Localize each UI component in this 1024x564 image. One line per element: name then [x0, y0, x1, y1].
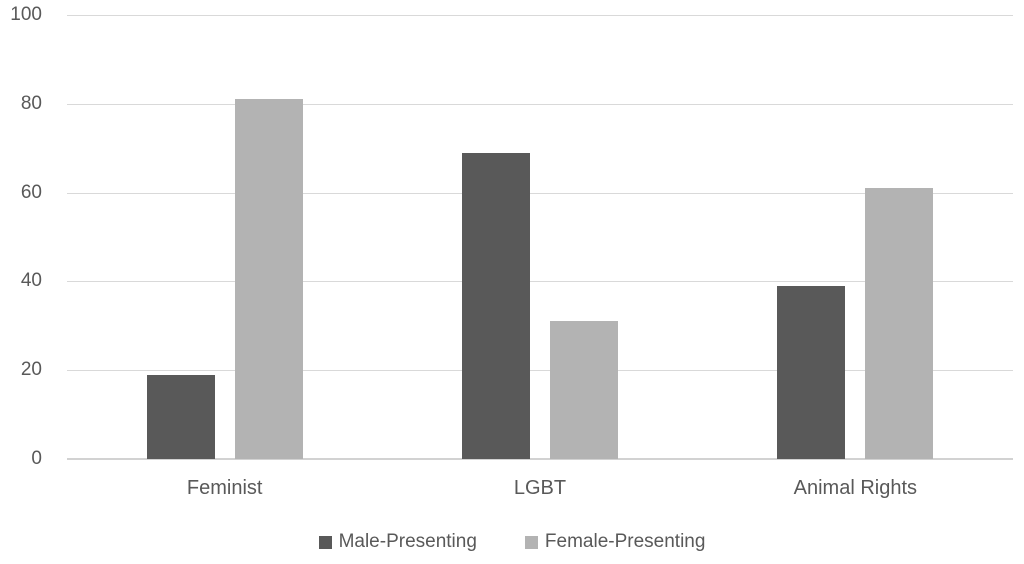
- y-tick-label: 40: [20, 270, 42, 292]
- y-axis: 0 20 40 60 80 100: [0, 4, 42, 469]
- bar-female-presenting: [234, 99, 303, 459]
- gridline: [67, 281, 1013, 283]
- x-category-label: Animal Rights: [793, 477, 918, 499]
- bar-female-presenting: [865, 188, 934, 459]
- gridline: [67, 192, 1013, 194]
- bar-male-presenting: [777, 285, 846, 459]
- gridline: [67, 370, 1013, 372]
- y-tick-label: 80: [20, 92, 42, 114]
- legend-item-male-presenting: Male-Presenting: [318, 531, 477, 553]
- y-tick-label: 0: [31, 448, 42, 469]
- legend-swatch-icon: [318, 535, 332, 549]
- legend: Male-Presenting Female-Presenting: [0, 531, 1024, 553]
- legend-item-female-presenting: Female-Presenting: [524, 531, 706, 553]
- bar-group: [382, 15, 697, 459]
- y-tick-label: 20: [20, 359, 42, 381]
- bar-male-presenting: [461, 152, 530, 459]
- bar-female-presenting: [549, 321, 618, 459]
- y-tick-label: 60: [20, 181, 42, 203]
- bar-group: [67, 15, 382, 459]
- legend-label: Female-Presenting: [544, 531, 706, 552]
- gridline: [67, 15, 1013, 16]
- x-category-label: LGBT: [513, 477, 567, 499]
- y-tick-label: 100: [10, 4, 42, 25]
- legend-swatch-icon: [524, 535, 538, 549]
- legend-label: Male-Presenting: [338, 531, 477, 552]
- bar-groups: [67, 15, 1013, 459]
- bar-male-presenting: [146, 374, 215, 459]
- bar-group: [698, 15, 1013, 459]
- gridline: [67, 103, 1013, 105]
- x-axis-labels: Feminist LGBT Animal Rights: [67, 477, 1013, 500]
- x-category-label: Feminist: [186, 477, 263, 499]
- plot-area: [67, 15, 1013, 460]
- x-axis-line: [67, 458, 1013, 460]
